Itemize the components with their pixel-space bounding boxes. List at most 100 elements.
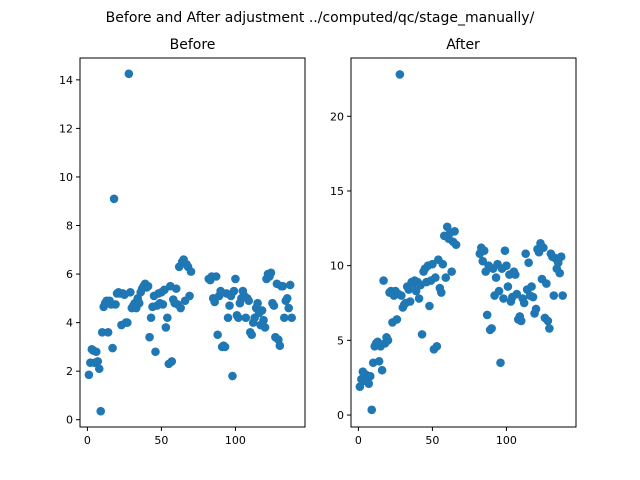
before-data-point	[228, 371, 237, 381]
before-data-point	[93, 357, 103, 366]
before-data-point	[103, 328, 113, 337]
before-y-tick-label: 2	[66, 365, 73, 378]
before-data-point	[143, 281, 153, 291]
before-data-point	[266, 268, 276, 278]
after-data-point	[558, 291, 567, 300]
before-data-point	[109, 194, 119, 204]
after-data-point	[539, 243, 548, 253]
after-data-point	[524, 258, 533, 267]
before-axes-frame	[79, 57, 306, 428]
after-data-point	[531, 304, 541, 314]
before-panel-title: Before	[170, 37, 216, 53]
before-data-point	[171, 284, 181, 293]
before-data-point	[108, 343, 117, 353]
after-data-point	[478, 256, 488, 266]
after-data-point	[487, 324, 496, 333]
before-data-point	[124, 69, 134, 79]
after-data-point	[499, 294, 508, 303]
after-data-point	[555, 268, 565, 278]
after-data-point	[355, 382, 365, 391]
after-panel-title: After	[446, 37, 480, 53]
before-data-point	[134, 298, 144, 308]
after-data-point	[417, 330, 427, 339]
after-data-point	[545, 324, 554, 333]
after-data-point	[374, 356, 384, 366]
after-data-point	[379, 276, 388, 285]
before-y-tick-label: 0	[66, 414, 73, 427]
before-data-point	[275, 341, 285, 350]
after-y-tick-label: 5	[337, 334, 344, 347]
before-data-point	[145, 332, 154, 342]
before-data-point	[259, 315, 268, 325]
after-data-point	[450, 227, 459, 236]
after-data-point	[377, 365, 387, 375]
after-data-point	[527, 282, 536, 291]
before-data-point	[211, 272, 221, 281]
after-panel: After 0 50 100 0 5 10 15 20	[330, 37, 577, 447]
after-y-tick-label: 10	[330, 260, 344, 273]
before-data-point	[225, 301, 234, 310]
after-data-point	[500, 246, 510, 256]
after-data-point	[503, 282, 513, 291]
before-data-point	[158, 300, 168, 309]
after-data-point	[542, 279, 551, 288]
before-data-point	[279, 313, 289, 323]
after-data-point	[494, 286, 504, 296]
before-data-point	[229, 286, 239, 296]
after-data-point	[491, 273, 501, 282]
after-data-point	[512, 289, 522, 299]
before-y-tick-label: 10	[59, 171, 73, 184]
after-data-point	[556, 252, 566, 261]
before-data-point	[282, 294, 292, 303]
after-y-tick-label: 0	[337, 409, 344, 422]
before-data-point	[231, 274, 240, 284]
after-data-point	[516, 316, 526, 326]
after-data-point	[425, 301, 434, 311]
before-data-point	[244, 296, 254, 306]
before-data-point	[123, 318, 132, 327]
before-data-point	[223, 313, 233, 323]
after-data-point	[549, 291, 559, 300]
after-data-point	[404, 285, 414, 294]
after-data-point	[437, 288, 446, 297]
figure-suptitle: Before and After adjustment ../computed/…	[106, 10, 535, 26]
before-data-point	[269, 301, 279, 310]
after-data-point	[479, 246, 489, 256]
after-data-point	[392, 315, 402, 324]
after-data-point	[431, 273, 440, 282]
before-data-point	[96, 406, 106, 416]
before-x-tick-label: 50	[154, 434, 168, 447]
after-data-point	[383, 336, 393, 345]
after-data-point	[432, 342, 442, 351]
after-x-tick-label: 100	[496, 434, 517, 447]
before-y-tick-label: 4	[66, 317, 73, 330]
after-data-point	[438, 259, 448, 269]
after-data-point	[405, 297, 415, 306]
before-y-tick-label: 12	[59, 122, 73, 135]
before-data-point	[163, 313, 172, 323]
before-data-point	[146, 313, 156, 323]
before-data-point	[97, 328, 107, 337]
before-data-point	[176, 303, 185, 313]
before-data-point	[257, 306, 267, 315]
before-data-point	[234, 313, 243, 323]
before-data-point	[260, 323, 270, 332]
before-data-point	[111, 300, 120, 309]
before-data-point	[161, 323, 171, 332]
after-data-point	[411, 286, 421, 296]
after-data-point	[528, 292, 538, 302]
after-data-point	[482, 310, 492, 320]
before-data-point	[220, 342, 230, 352]
after-data-point	[428, 259, 437, 269]
after-data-point	[364, 379, 374, 388]
before-data-point	[151, 347, 160, 357]
after-data-point	[447, 267, 456, 276]
after-x-tick-label: 0	[355, 434, 362, 447]
after-data-point	[496, 358, 505, 368]
before-x-tick-label: 0	[84, 434, 91, 447]
before-panel: Before 0 50 100 0 2 4 6 8 10 12 14	[59, 37, 306, 447]
after-data-point	[519, 298, 529, 308]
after-data-point	[397, 291, 406, 300]
before-data-point	[84, 370, 94, 380]
